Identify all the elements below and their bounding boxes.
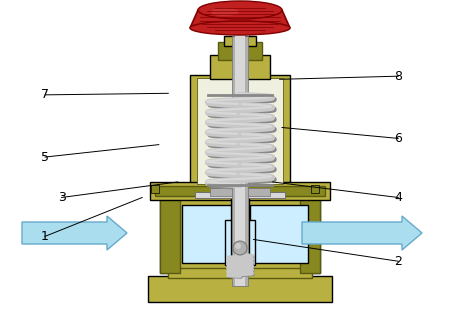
Bar	[168, 268, 312, 278]
Bar	[160, 195, 180, 273]
FancyArrow shape	[302, 216, 422, 250]
Bar	[218, 42, 262, 60]
Ellipse shape	[190, 21, 290, 35]
Bar	[250, 205, 308, 263]
Bar	[190, 75, 290, 187]
Bar	[224, 36, 256, 46]
FancyArrow shape	[22, 216, 127, 250]
Bar	[235, 36, 245, 286]
Text: 4: 4	[394, 191, 402, 204]
Bar	[311, 185, 319, 193]
Bar	[182, 205, 240, 263]
Polygon shape	[190, 10, 290, 28]
Bar	[235, 195, 245, 273]
Text: 8: 8	[394, 70, 402, 83]
Bar	[210, 188, 270, 196]
Text: 3: 3	[58, 191, 65, 204]
Bar	[195, 192, 285, 198]
Bar	[150, 182, 330, 200]
Bar	[160, 195, 320, 273]
Ellipse shape	[198, 1, 282, 19]
Circle shape	[233, 241, 247, 255]
Text: 6: 6	[394, 132, 402, 145]
Text: 2: 2	[394, 255, 402, 268]
Text: 7: 7	[41, 88, 49, 101]
Text: 1: 1	[41, 230, 49, 243]
Bar	[148, 276, 332, 302]
Bar	[225, 220, 255, 265]
Bar	[155, 186, 325, 196]
Bar	[151, 185, 159, 193]
Bar	[231, 195, 249, 273]
Circle shape	[235, 243, 241, 249]
Text: 5: 5	[41, 151, 49, 164]
Ellipse shape	[211, 8, 239, 16]
Bar	[197, 78, 283, 184]
Bar	[300, 195, 320, 273]
Bar	[232, 36, 248, 286]
Bar	[210, 55, 270, 79]
